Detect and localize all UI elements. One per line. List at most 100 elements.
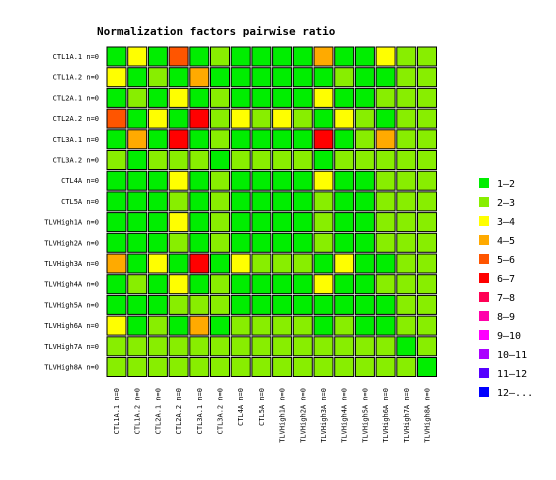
heatmap-cell bbox=[189, 212, 210, 233]
heatmap-cell bbox=[334, 315, 355, 336]
legend-swatch bbox=[479, 368, 489, 378]
legend-swatch bbox=[479, 216, 489, 226]
heatmap-cell bbox=[272, 357, 293, 377]
heatmap-cell bbox=[210, 274, 230, 295]
heatmap-cell bbox=[313, 46, 334, 67]
heatmap-cell bbox=[375, 253, 396, 274]
heatmap-cell bbox=[396, 87, 417, 108]
heatmap-cell bbox=[189, 357, 210, 377]
heatmap-cell bbox=[189, 67, 210, 88]
heatmap-cell bbox=[375, 67, 396, 88]
legend-swatch bbox=[479, 273, 489, 283]
row-label: TLVHigh5A n=0 bbox=[44, 301, 99, 309]
heatmap-cell bbox=[417, 170, 437, 191]
heatmap-cell bbox=[168, 212, 189, 233]
heatmap-cell bbox=[334, 129, 355, 150]
legend-label: 10–11 bbox=[497, 350, 527, 361]
heatmap-cell bbox=[189, 294, 210, 315]
legend-label: 5–6 bbox=[497, 255, 515, 266]
legend-swatch bbox=[479, 254, 489, 264]
heatmap-cell bbox=[375, 170, 396, 191]
heatmap-cell bbox=[396, 67, 417, 88]
heatmap-cell bbox=[147, 357, 168, 377]
chart-title: Normalization factors pairwise ratio bbox=[97, 25, 336, 38]
heatmap-cell bbox=[375, 232, 396, 253]
heatmap-cell bbox=[334, 336, 355, 357]
heatmap-cell bbox=[168, 274, 189, 295]
heatmap-cell bbox=[417, 294, 437, 315]
heatmap-cell bbox=[354, 357, 375, 377]
heatmap-cell bbox=[251, 108, 272, 129]
heatmap-cell bbox=[251, 212, 272, 233]
heatmap-cell bbox=[189, 46, 210, 67]
heatmap-cell bbox=[106, 315, 127, 336]
heatmap-cell bbox=[127, 108, 148, 129]
heatmap-cell bbox=[127, 274, 148, 295]
heatmap-cell bbox=[272, 294, 293, 315]
column-label: TLVHigh3A n=0 bbox=[320, 388, 328, 443]
heatmap-cell bbox=[168, 336, 189, 357]
legend-label: 2–3 bbox=[497, 198, 515, 209]
heatmap-cell bbox=[147, 67, 168, 88]
heatmap-cell bbox=[210, 67, 230, 88]
heatmap-cell bbox=[147, 232, 168, 253]
row-label: TLVHigh1A n=0 bbox=[44, 219, 99, 227]
heatmap-cell bbox=[334, 274, 355, 295]
heatmap-cell bbox=[106, 108, 127, 129]
heatmap-cell bbox=[375, 357, 396, 377]
heatmap-cell bbox=[251, 232, 272, 253]
heatmap-cell bbox=[189, 170, 210, 191]
heatmap-cell bbox=[189, 274, 210, 295]
heatmap-cell bbox=[189, 108, 210, 129]
heatmap-cell bbox=[189, 129, 210, 150]
heatmap-cell bbox=[210, 253, 230, 274]
heatmap-cell bbox=[354, 274, 375, 295]
heatmap-cell bbox=[292, 336, 313, 357]
heatmap-cell bbox=[396, 357, 417, 377]
heatmap-cell bbox=[354, 336, 375, 357]
heatmap-cell bbox=[251, 129, 272, 150]
column-label: CTL1A.1 n=0 bbox=[113, 388, 121, 434]
heatmap-cell bbox=[417, 336, 437, 357]
legend-label: 8–9 bbox=[497, 312, 515, 323]
heatmap-cell bbox=[251, 150, 272, 170]
heatmap-cell bbox=[251, 67, 272, 88]
heatmap-cell bbox=[127, 87, 148, 108]
heatmap-cell bbox=[272, 212, 293, 233]
heatmap-cell bbox=[313, 253, 334, 274]
heatmap-cell bbox=[354, 150, 375, 170]
heatmap-cell bbox=[313, 357, 334, 377]
heatmap-cell bbox=[168, 108, 189, 129]
heatmap-cell bbox=[127, 336, 148, 357]
heatmap-cell bbox=[313, 232, 334, 253]
heatmap-cell bbox=[313, 274, 334, 295]
heatmap-cell bbox=[210, 315, 230, 336]
heatmap-cell bbox=[272, 87, 293, 108]
heatmap-cell bbox=[354, 253, 375, 274]
heatmap-cell bbox=[230, 129, 251, 150]
heatmap-cell bbox=[106, 46, 127, 67]
heatmap-cell bbox=[189, 336, 210, 357]
heatmap-cell bbox=[272, 232, 293, 253]
heatmap-cell bbox=[106, 294, 127, 315]
heatmap-cell bbox=[127, 67, 148, 88]
heatmap-cell bbox=[210, 87, 230, 108]
heatmap-cell bbox=[334, 108, 355, 129]
heatmap-cell bbox=[147, 129, 168, 150]
heatmap-cell bbox=[127, 315, 148, 336]
heatmap-cell bbox=[417, 108, 437, 129]
heatmap-cell bbox=[210, 150, 230, 170]
heatmap-cell bbox=[396, 170, 417, 191]
heatmap-cell bbox=[292, 253, 313, 274]
legend-swatch bbox=[479, 197, 489, 207]
column-label: CTL2A.1 n=0 bbox=[154, 388, 162, 434]
heatmap-cell bbox=[251, 87, 272, 108]
heatmap-cell bbox=[396, 315, 417, 336]
heatmap-cell bbox=[396, 336, 417, 357]
heatmap-cell bbox=[292, 294, 313, 315]
heatmap-cell bbox=[334, 46, 355, 67]
heatmap-cell bbox=[168, 67, 189, 88]
heatmap-cell bbox=[272, 274, 293, 295]
column-label: CTL3A.1 n=0 bbox=[196, 388, 204, 434]
heatmap-cell bbox=[292, 87, 313, 108]
